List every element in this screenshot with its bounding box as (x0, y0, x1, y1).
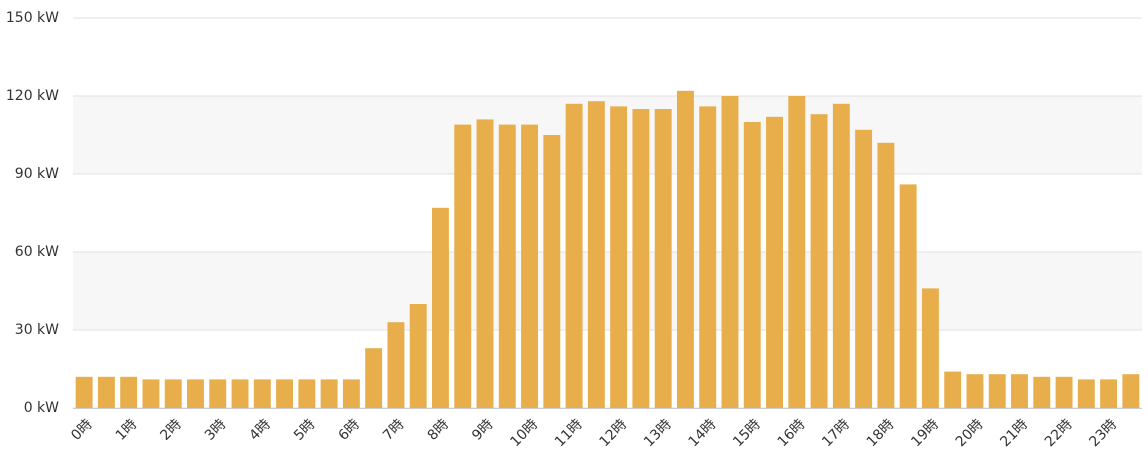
bar (832, 103, 850, 409)
x-tick-label: 4時 (246, 416, 274, 444)
x-tick-label: 22時 (1042, 416, 1076, 450)
bar (342, 379, 360, 408)
bar (1033, 376, 1051, 408)
plot-band (73, 96, 1142, 174)
bar (743, 122, 761, 408)
x-tick-label: 16時 (775, 416, 809, 450)
x-tick-label: 15時 (730, 416, 764, 450)
bar (454, 124, 472, 408)
bar (899, 184, 917, 408)
y-tick-label: 60 kW (15, 244, 59, 260)
bar (543, 135, 561, 408)
x-tick-label: 6時 (336, 416, 364, 444)
bar (75, 376, 93, 408)
plot-band (73, 252, 1142, 330)
x-tick-label: 7時 (380, 416, 408, 444)
bar (855, 129, 873, 409)
bar (231, 379, 249, 408)
x-tick-label: 5時 (291, 416, 319, 444)
x-tick-label: 17時 (819, 416, 853, 450)
bar (1011, 374, 1028, 408)
bar (164, 379, 182, 408)
bar (276, 379, 294, 408)
bar (253, 379, 271, 408)
bar (988, 374, 1006, 408)
bar (209, 379, 227, 408)
bar (699, 106, 717, 409)
bar (587, 101, 605, 408)
x-tick-label: 21時 (997, 416, 1031, 450)
bar (1100, 379, 1118, 408)
bar (632, 109, 650, 408)
x-tick-label: 23時 (1086, 416, 1120, 450)
x-tick-label: 18時 (864, 416, 898, 450)
bar (565, 103, 583, 409)
bar (1077, 379, 1095, 408)
bar (365, 348, 383, 408)
bar (721, 96, 739, 408)
bar (654, 109, 672, 408)
x-tick-label: 14時 (686, 416, 720, 450)
bar (966, 374, 984, 408)
x-tick-label: 19時 (908, 416, 942, 450)
bar (1055, 376, 1073, 408)
bar (944, 371, 962, 408)
bar (498, 124, 516, 408)
bar (877, 142, 895, 409)
x-tick-label: 12時 (596, 416, 630, 450)
x-tick-label: 1時 (113, 416, 141, 444)
bar (120, 376, 138, 408)
y-tick-label: 150 kW (6, 10, 59, 26)
x-tick-label: 2時 (157, 416, 185, 444)
bar (521, 124, 539, 408)
x-tick-label: 10時 (507, 416, 541, 450)
x-tick-label: 0時 (68, 416, 96, 444)
bar (610, 106, 628, 409)
x-tick-label: 3時 (202, 416, 230, 444)
y-tick-label: 90 kW (15, 166, 59, 182)
x-tick-label: 9時 (469, 416, 497, 444)
x-tick-label: 8時 (425, 416, 453, 444)
y-tick-label: 30 kW (15, 322, 59, 338)
bar (921, 288, 939, 408)
bar (187, 379, 204, 408)
bar (142, 379, 160, 408)
bar (476, 119, 494, 409)
x-tick-label: 20時 (953, 416, 987, 450)
bar (387, 322, 405, 408)
bar (97, 376, 115, 408)
bar (810, 114, 828, 408)
bar (409, 304, 427, 408)
bar (788, 96, 806, 408)
y-tick-label: 120 kW (6, 88, 59, 104)
x-tick-label: 13時 (641, 416, 675, 450)
bar (320, 379, 338, 408)
bar (432, 207, 449, 408)
x-tick-label: 11時 (552, 416, 586, 450)
bar (676, 90, 694, 409)
bar (1122, 374, 1140, 408)
y-tick-label: 0 kW (24, 400, 59, 416)
bar (766, 116, 783, 409)
bar (298, 379, 316, 408)
